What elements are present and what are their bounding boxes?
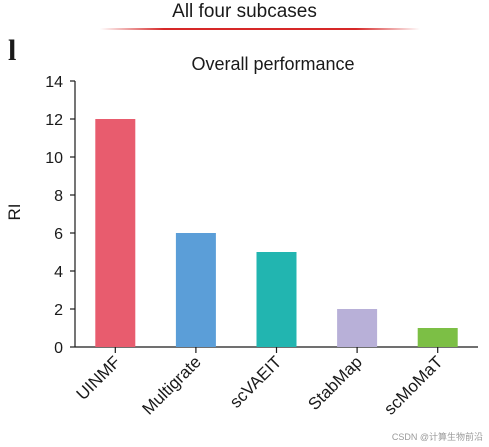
y-tick-label: 10 bbox=[45, 150, 63, 167]
y-tick-label: 4 bbox=[54, 264, 63, 281]
header-underline bbox=[100, 28, 420, 30]
chart-bars bbox=[95, 119, 458, 347]
y-tick-label: 12 bbox=[45, 112, 63, 129]
y-tick-label: 6 bbox=[54, 226, 63, 243]
bar-uinmf bbox=[95, 119, 136, 347]
bar-multigrate bbox=[175, 233, 216, 347]
y-tick-label: 2 bbox=[54, 302, 63, 319]
x-tick-label: scMoMaT bbox=[380, 352, 446, 418]
x-tick-label: StabMap bbox=[304, 352, 366, 414]
x-tick-label: UINMF bbox=[73, 352, 124, 403]
y-tick-label: 14 bbox=[45, 74, 63, 91]
panel-letter: l bbox=[8, 34, 17, 67]
y-axis-label: RI bbox=[5, 204, 24, 221]
bar-scvaeit bbox=[256, 252, 297, 347]
watermark: CSDN @计算生物前沿 bbox=[391, 432, 483, 442]
x-tick-label: scVAEIT bbox=[226, 352, 285, 411]
chart-title: Overall performance bbox=[191, 54, 354, 74]
bar-stabmap bbox=[337, 309, 378, 347]
x-tick-label: Multigrate bbox=[139, 352, 205, 418]
figure-header-title: All four subcases bbox=[172, 1, 317, 22]
bar-scmomat bbox=[417, 328, 458, 347]
y-tick-label: 0 bbox=[54, 340, 63, 357]
y-tick-label: 8 bbox=[54, 188, 63, 205]
